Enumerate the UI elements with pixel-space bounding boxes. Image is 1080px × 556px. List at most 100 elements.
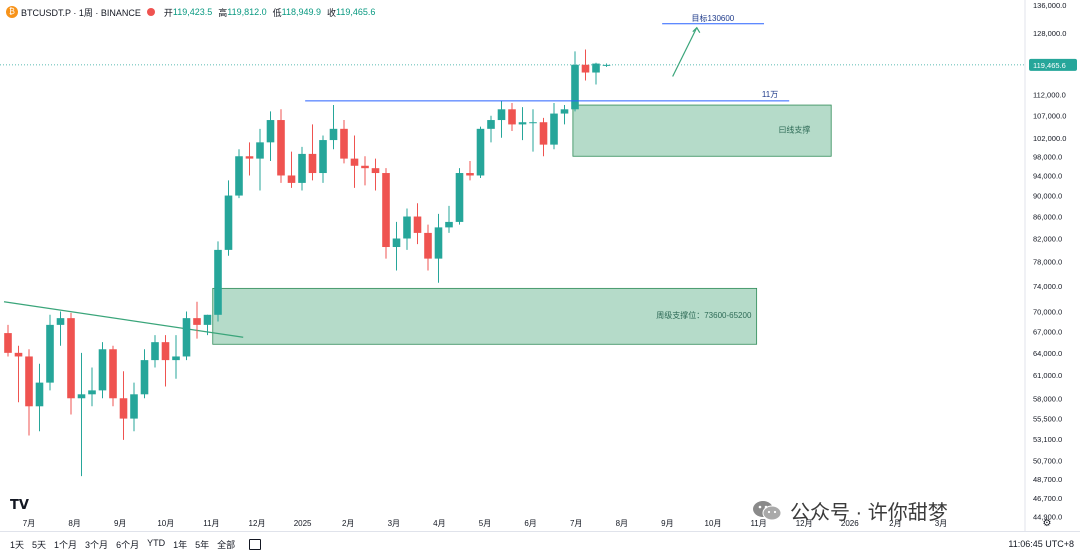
last-price-tag [1029,58,1077,71]
watermark-text: 公众号 · 许你甜梦 [790,502,948,524]
candle-body [455,173,464,222]
symbol-title[interactable]: BTCUSDT.P · 1周 · BINANCE [21,7,141,18]
candle [319,135,327,183]
candle [371,158,380,191]
candle [119,371,128,440]
y-tick-label: 70,000.0 [1033,307,1062,316]
candle-body [487,120,495,129]
range-button[interactable]: 1个月 [54,539,78,550]
candle [445,205,453,233]
candle [287,151,296,188]
y-tick-label: 44,900.0 [1033,512,1062,521]
candle [14,345,23,403]
candle [487,115,495,143]
candle-body [371,168,380,174]
candle [529,109,537,152]
candle [560,105,569,125]
watermark: 公众号 · 许你甜梦 [752,496,948,525]
candle-body [4,333,12,353]
candle-body [182,318,191,357]
candle-body [203,314,212,325]
candle [476,126,485,178]
candle-body [287,175,296,183]
y-tick-label: 128,000.0 [1033,29,1066,38]
candle-body [119,398,128,419]
candle [151,335,159,368]
candle [308,124,317,181]
y-tick-label: 86,000.0 [1033,213,1062,222]
calendar-icon[interactable] [249,538,262,550]
candle [539,117,548,157]
candle [193,301,201,339]
range-button[interactable]: 5年 [195,539,210,550]
candle [161,335,170,387]
candle-body [560,109,569,114]
candle [224,180,233,256]
range-button[interactable]: 5天 [32,539,47,550]
weekly-support-label: 周级支撑位：73600-65200 [656,310,752,320]
candle [56,311,65,346]
x-tick-label: 2025 [294,519,312,528]
candle-body [602,64,611,66]
range-button[interactable]: YTD [147,537,166,548]
y-tick-label: 50,700.0 [1033,456,1062,465]
y-tick-label: 82,000.0 [1033,234,1062,243]
candle [182,311,191,361]
candle [592,62,600,85]
candle-body [445,221,453,228]
high-value: 119,812.0 [227,7,267,17]
candle [581,49,590,81]
candle-body [508,109,516,125]
candle-body [434,227,443,259]
candle-body [329,128,338,141]
candle [203,314,212,336]
x-tick-label: 3月 [935,519,947,528]
target-label: 目标130600 [692,13,735,23]
y-tick-label: 90,000.0 [1033,192,1062,201]
candle [361,156,369,186]
range-button[interactable]: 1天 [10,539,25,550]
candle [235,149,243,199]
candle-body [476,128,485,176]
x-tick-label: 11月 [203,519,219,528]
candle [434,213,443,283]
candle-body [109,349,117,399]
candle [466,160,474,181]
candle-body [571,64,579,110]
settings-gear-icon[interactable]: ⚙ [1043,518,1052,529]
candle-body [539,122,548,145]
candle [392,221,401,271]
range-button[interactable]: 全部 [217,539,236,550]
target-arrow-head [692,26,701,33]
x-tick-label: 4月 [433,519,445,528]
candle [508,102,516,132]
x-tick-label: 2月 [342,519,354,528]
candle-body [161,342,170,361]
low-label: 低 [272,7,282,18]
candle-body [56,318,65,325]
candle-body [382,173,390,248]
candle [571,51,579,112]
candle-body [466,173,474,176]
price-chart[interactable]: 136,000.0 128,000.0 112,000.0 107,000.0 102,… [0,0,1080,531]
candle-body [308,153,317,174]
range-button[interactable]: 6个月 [116,539,140,550]
range-button[interactable]: 1年 [173,539,188,550]
candle-body [193,318,201,325]
candle [77,352,86,477]
candle [403,208,411,250]
x-tick-label: 11月 [750,519,766,528]
candle-body [277,120,285,176]
candle-body [266,120,275,143]
clock-readout[interactable]: 11:06:45 UTC+8 [1008,539,1074,549]
candle-body [550,113,558,145]
x-tick-label: 12月 [249,519,266,528]
open-label: 开 [163,7,173,18]
low-value: 118,949.9 [281,7,322,17]
x-tick-label: 8月 [616,519,628,528]
candle [4,324,12,357]
target-arrow-shaft [672,27,698,77]
open-value: 119,423.5 [172,7,213,17]
range-button[interactable]: 3个月 [85,539,109,550]
daily-support-zone [572,104,832,157]
